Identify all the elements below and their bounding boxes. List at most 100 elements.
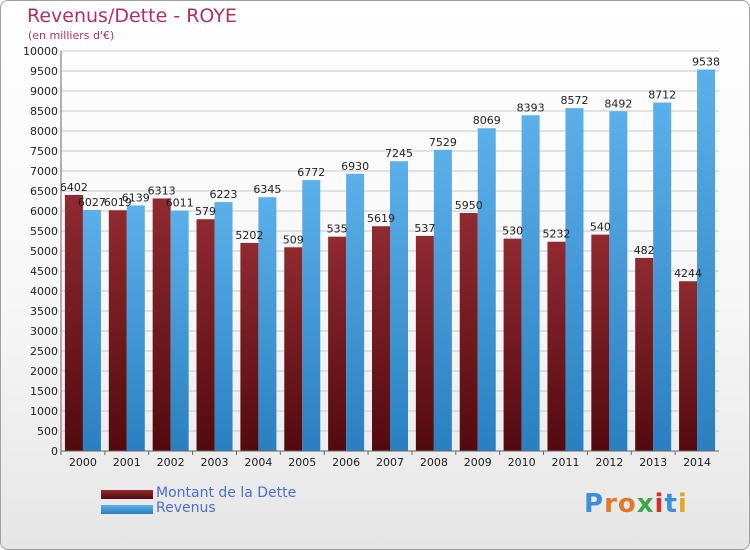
logo-letter: r [604,489,618,519]
logo-letter: x [636,489,655,519]
data-label-dette-2013: 482 [634,244,655,257]
y-tick-label: 3500 [30,305,58,318]
data-label-revenus-2006: 6930 [341,160,369,173]
bar-dette-2001 [108,210,127,451]
y-tick-label: 4500 [30,265,58,278]
bar-dette-2009 [459,213,478,451]
data-label-dette-2007: 5619 [367,212,395,225]
data-label-revenus-2000: 6027 [78,196,106,209]
y-tick-label: 2500 [30,345,58,358]
data-label-revenus-2004: 6345 [253,183,281,196]
y-tick-label: 6500 [30,185,58,198]
bar-revenus-2003 [214,202,233,451]
y-tick-label: 8000 [30,125,58,138]
data-label-dette-2000: 6402 [60,181,88,194]
y-tick-label: 1500 [30,385,58,398]
x-tick-label: 2001 [113,456,141,469]
data-label-revenus-2008: 7529 [429,136,457,149]
bar-revenus-2013 [653,102,672,452]
y-tick-label: 8500 [30,105,58,118]
x-tick-label: 2011 [551,456,579,469]
x-tick-label: 2006 [332,456,360,469]
proxiti-logo: Proxiti [584,489,688,519]
data-label-dette-2008: 537 [414,222,435,235]
y-tick-label: 0 [51,445,58,458]
data-label-revenus-2013: 8712 [648,89,676,102]
y-tick-label: 5500 [30,225,58,238]
y-tick-label: 500 [37,425,58,438]
bar-dette-2007 [372,226,390,451]
x-tick-label: 2004 [244,456,272,469]
x-tick-label: 2010 [508,456,536,469]
data-label-dette-2009: 5950 [455,199,483,212]
data-label-dette-2003: 579 [195,205,216,218]
bar-revenus-2006 [346,173,365,452]
chart-subtitle: (en milliers d'€) [28,29,115,42]
data-label-dette-2005: 509 [283,233,304,246]
bar-dette-2000 [64,194,83,452]
bar-revenus-2001 [126,205,145,451]
bar-revenus-2002 [170,210,189,451]
x-tick-label: 2009 [464,456,492,469]
legend-swatch-revenus [101,505,153,514]
x-tick-label: 2007 [376,456,404,469]
logo-letter: P [584,489,605,519]
bar-revenus-2014 [697,69,716,451]
bar-revenus-2010 [521,115,540,451]
data-label-dette-2004: 5202 [235,229,263,242]
bar-revenus-2012 [609,111,628,451]
x-tick-label: 2005 [288,456,316,469]
data-label-dette-2002: 6313 [148,184,176,197]
bar-dette-2005 [284,247,303,451]
bar-dette-2008 [415,235,434,451]
y-tick-label: 9500 [30,65,58,78]
bar-dette-2006 [328,236,347,451]
x-tick-label: 2014 [683,456,711,469]
data-label-revenus-2001: 6139 [122,191,150,204]
bar-revenus-2005 [302,180,321,451]
y-tick-label: 9000 [30,85,58,98]
bar-dette-2002 [152,198,171,451]
bar-dette-2003 [196,219,215,451]
bar-dette-2014 [679,281,698,451]
data-label-dette-2001: 6019 [104,196,132,209]
y-tick-label: 5000 [30,245,58,258]
data-label-revenus-2009: 8069 [473,114,501,127]
bar-dette-2010 [503,238,522,451]
x-tick-label: 2013 [639,456,667,469]
x-tick-label: 2000 [69,456,97,469]
logo-letter: o [617,489,637,519]
logo-letter: i [654,489,665,519]
x-tick-label: 2012 [595,456,623,469]
y-tick-label: 2000 [30,365,58,378]
data-label-dette-2010: 530 [502,225,523,238]
data-label-dette-2012: 540 [590,221,611,234]
bar-revenus-2000 [82,209,101,451]
data-label-dette-2011: 5232 [542,228,570,241]
bar-dette-2012 [591,234,610,451]
legend-label-revenus: Revenus [156,500,216,516]
bar-dette-2013 [635,257,654,451]
bar-dette-2004 [240,242,259,451]
legend-swatch-dette [101,490,153,499]
data-label-dette-2006: 535 [327,223,348,236]
bar-revenus-2009 [477,128,496,451]
y-tick-label: 4000 [30,285,58,298]
y-tick-label: 3000 [30,325,58,338]
logo-letter: t [664,489,678,519]
bar-revenus-2008 [433,149,452,451]
data-label-revenus-2005: 6772 [297,166,325,179]
y-tick-label: 10000 [23,45,58,58]
y-tick-label: 6000 [30,205,58,218]
x-tick-label: 2002 [157,456,185,469]
legend-label-dette: Montant de la Dette [156,485,297,501]
y-tick-label: 7500 [30,145,58,158]
chart-title: Revenus/Dette - ROYE [27,5,237,27]
bar-revenus-2011 [565,108,584,452]
data-label-revenus-2014: 9538 [692,55,720,68]
bar-revenus-2004 [258,197,277,451]
x-tick-label: 2008 [420,456,448,469]
y-tick-label: 7000 [30,165,58,178]
